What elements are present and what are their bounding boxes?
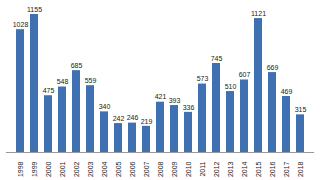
svg-text:2017: 2017 [283, 161, 290, 177]
svg-text:2018: 2018 [297, 161, 304, 177]
svg-text:336: 336 [183, 104, 195, 111]
svg-text:510: 510 [225, 83, 237, 90]
svg-text:573: 573 [197, 75, 209, 82]
svg-text:2000: 2000 [45, 161, 52, 177]
svg-text:2008: 2008 [157, 161, 164, 177]
svg-text:2011: 2011 [199, 161, 206, 176]
svg-text:315: 315 [295, 106, 307, 113]
svg-text:2002: 2002 [73, 161, 80, 177]
svg-text:1155: 1155 [27, 6, 42, 13]
svg-text:685: 685 [71, 62, 83, 69]
svg-text:2013: 2013 [227, 161, 234, 177]
svg-text:1999: 1999 [31, 161, 38, 177]
svg-text:421: 421 [155, 93, 167, 100]
svg-text:2005: 2005 [115, 161, 122, 177]
svg-text:2012: 2012 [213, 161, 220, 177]
svg-text:2010: 2010 [185, 161, 192, 177]
svg-text:2014: 2014 [241, 161, 248, 177]
svg-text:219: 219 [141, 118, 153, 125]
svg-text:745: 745 [211, 55, 223, 62]
svg-text:340: 340 [99, 103, 111, 110]
svg-text:669: 669 [267, 64, 279, 71]
svg-text:246: 246 [127, 114, 139, 121]
svg-text:2003: 2003 [87, 161, 94, 177]
svg-text:559: 559 [85, 77, 97, 84]
svg-text:1121: 1121 [251, 10, 266, 17]
svg-text:469: 469 [281, 88, 293, 95]
svg-text:548: 548 [57, 78, 69, 85]
svg-text:2009: 2009 [171, 161, 178, 177]
svg-text:1028: 1028 [13, 21, 29, 28]
svg-text:2001: 2001 [59, 161, 66, 177]
svg-text:2015: 2015 [255, 161, 262, 177]
svg-text:2006: 2006 [129, 161, 136, 177]
svg-text:2016: 2016 [269, 161, 276, 177]
svg-text:607: 607 [239, 71, 251, 78]
svg-text:475: 475 [43, 87, 55, 94]
svg-text:242: 242 [113, 115, 125, 122]
svg-text:2007: 2007 [143, 161, 150, 177]
svg-text:2004: 2004 [101, 161, 108, 177]
svg-text:1998: 1998 [17, 161, 24, 177]
svg-text:393: 393 [169, 97, 181, 104]
